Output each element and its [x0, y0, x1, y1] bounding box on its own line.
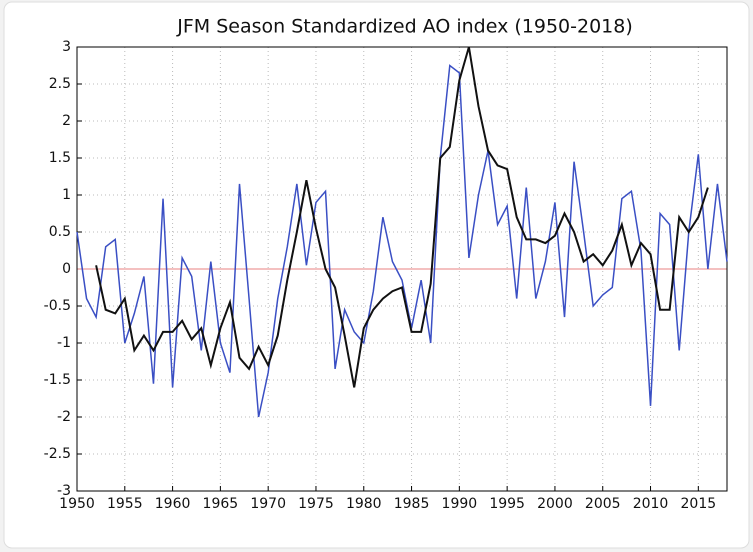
- x-tick-label: 1950: [59, 496, 95, 512]
- x-tick-label: 1980: [346, 496, 382, 512]
- x-tick-label: 1960: [155, 496, 191, 512]
- x-tick-label: 1990: [442, 496, 478, 512]
- y-tick-label: 1: [62, 187, 71, 203]
- y-tick-label: 2.5: [49, 76, 71, 92]
- y-tick-label: 0: [62, 261, 71, 277]
- x-tick-label: 2015: [681, 496, 717, 512]
- y-tick-label: 0.5: [49, 224, 71, 240]
- plot-frame: [76, 46, 728, 492]
- y-tick-label: 2: [62, 113, 71, 129]
- x-tick-label: 2005: [585, 496, 621, 512]
- x-tick-label: 1975: [298, 496, 334, 512]
- chart-title: JFM Season Standardized AO index (1950-2…: [176, 16, 633, 38]
- y-tick-label: 1.5: [49, 150, 71, 166]
- x-tick-label: 1955: [107, 496, 143, 512]
- series-line: [76, 64, 728, 418]
- x-tick-label: 1965: [203, 496, 239, 512]
- card: [3, 1, 750, 549]
- y-tick-label: -2: [57, 409, 71, 425]
- x-tick-label: 2010: [633, 496, 669, 512]
- y-tick-label: -3: [57, 483, 71, 499]
- x-tick-label: 1970: [250, 496, 286, 512]
- x-tick-label: 1985: [394, 496, 430, 512]
- y-tick-label: -1: [57, 335, 71, 351]
- y-tick-label: 3: [62, 39, 71, 55]
- series-line: [95, 46, 709, 388]
- y-tick-label: -0.5: [44, 298, 71, 314]
- y-tick-label: -2.5: [44, 446, 71, 462]
- x-tick-label: 2000: [537, 496, 573, 512]
- x-tick-label: 1995: [489, 496, 525, 512]
- y-tick-label: -1.5: [44, 372, 71, 388]
